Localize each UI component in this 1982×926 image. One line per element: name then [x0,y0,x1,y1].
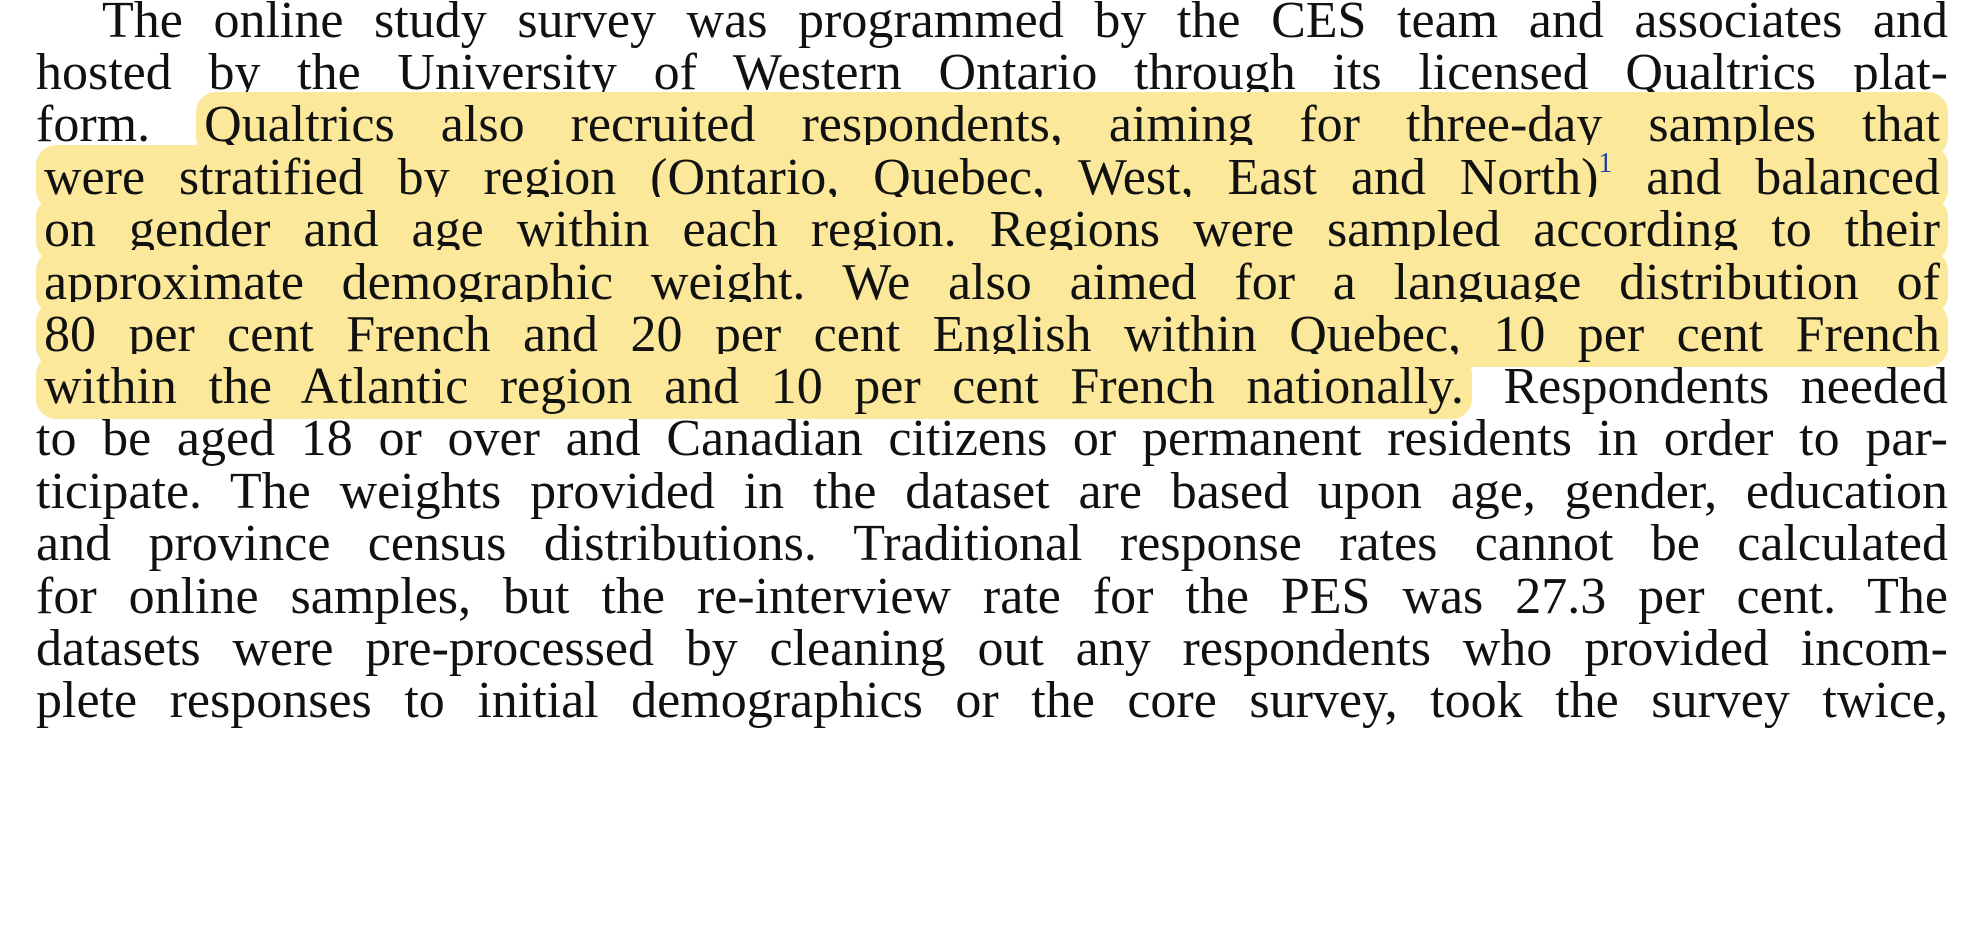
document-page: The online study survey was programmed b… [36,0,1948,926]
footnote-reference-link[interactable]: 1 [1598,148,1613,179]
highlight-annotation[interactable]: within the Atlantic region and 10 per ce… [36,354,1472,419]
text-span: ticipate. The weights provided in the da… [36,463,1948,520]
text-line: ticipate. The weights provided in the da… [36,459,1948,525]
text-span: The online study survey was programmed b… [102,0,1948,49]
text-line: within the Atlantic region and 10 per ce… [36,354,1948,420]
text-line: plete responses to initial demographics … [36,668,1948,734]
text-span: for online samples, but the re-interview… [36,568,1948,625]
highlight-text: were stratified by region (Ontario, Queb… [44,149,1599,206]
text-span: plete responses to initial demographics … [36,672,1948,729]
text-line: The online study survey was programmed b… [102,0,1948,54]
text-span: form. [36,96,197,153]
text-line: and province census distributions. Tradi… [36,511,1948,577]
text-span: hosted by the University of Western Onta… [36,44,1948,101]
highlight-text: and balanced [1612,149,1940,206]
text-line: hosted by the University of Western Onta… [36,40,1948,106]
text-span: Respondents needed [1471,358,1948,415]
text-span: to be aged 18 or over and Canadian citiz… [36,410,1948,467]
text-line: datasets were pre-processed by cleaning … [36,616,1948,682]
text-span: datasets were pre-processed by cleaning … [36,620,1948,677]
text-line: for online samples, but the re-interview… [36,564,1948,630]
text-line: to be aged 18 or over and Canadian citiz… [36,406,1948,472]
text-span: and province census distributions. Tradi… [36,515,1948,572]
